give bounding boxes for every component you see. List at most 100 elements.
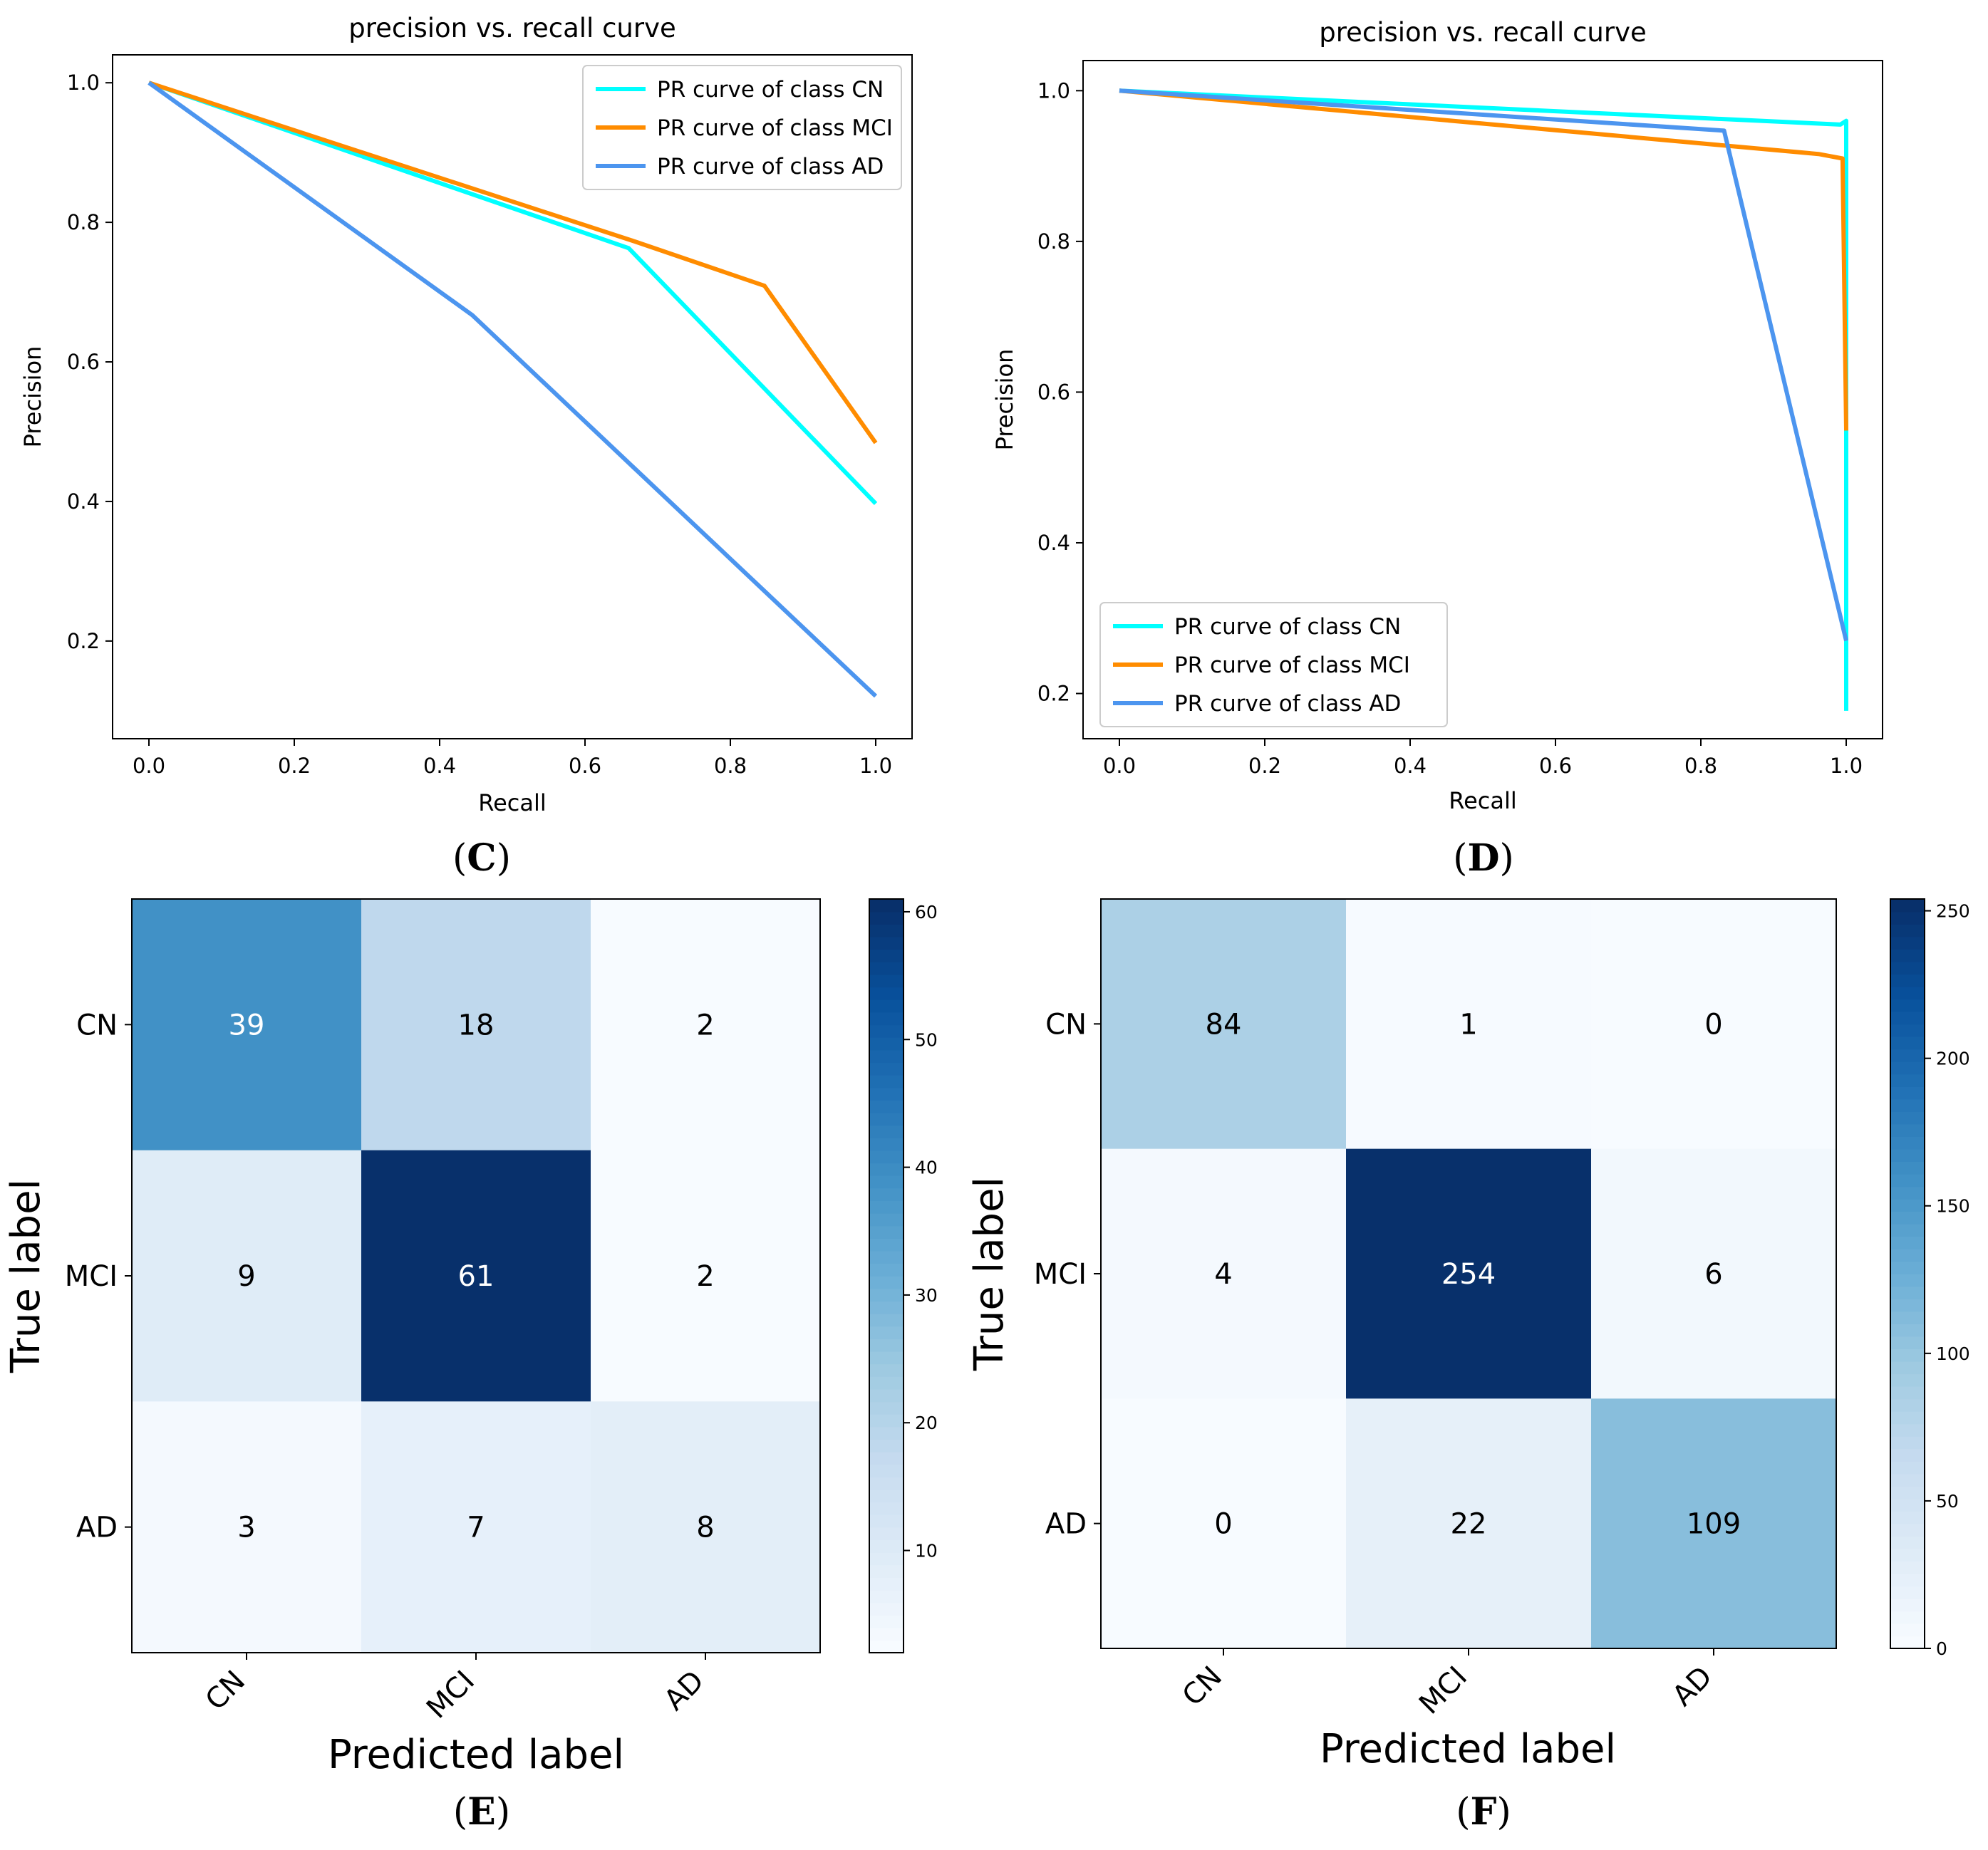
x-axis-label: Recall [1449,787,1516,814]
colorbar-segment [869,1225,904,1239]
chart-title: precision vs. recall curve [348,13,676,43]
matrix-cell [591,1150,821,1402]
colorbar-segment [869,1602,904,1616]
colorbar-tick-label: 10 [915,1541,938,1561]
colorbar-segment [869,1074,904,1088]
x-tick-label: 0.6 [569,754,601,778]
colorbar-segment [869,1577,904,1591]
colorbar-segment [869,1489,904,1503]
matrix-cell [1101,899,1347,1150]
matrix-cell [1591,899,1837,1150]
colorbar-segment [869,1263,904,1277]
cell-value: 9 [237,1260,255,1293]
legend-label: PR curve of class AD [657,154,884,180]
colorbar-segment [869,1100,904,1113]
series-line [148,80,878,445]
colorbar-segment [869,1640,904,1653]
cell-value: 1 [1459,1008,1477,1041]
cell-value: 0 [1214,1508,1232,1541]
colorbar-segment [1890,1598,1925,1612]
colorbar-segment [1890,1286,1925,1299]
colorbar-tick-label: 50 [915,1029,938,1050]
series-line [1119,88,1848,642]
colorbar-segment [1890,1098,1925,1112]
y-tick-label: 0.4 [1037,531,1070,555]
matrix-cell [1346,899,1592,1150]
colorbar-segment [869,1589,904,1604]
matrix-cell [1101,1398,1347,1649]
colorbar-segment [1890,1198,1925,1212]
y-axis-label: Precision [19,346,46,448]
colorbar-segment [869,1188,904,1201]
matrix-cell [1346,1398,1592,1649]
colorbar-segment [869,911,904,925]
colorbar-segment [1890,999,1925,1012]
caption-e: (E) [453,1790,510,1834]
x-axis-label: Predicted label [328,1732,624,1778]
series-line [148,80,878,505]
cell-value: 18 [458,1009,495,1041]
colorbar-segment [1890,1223,1925,1237]
colorbar-segment [869,1049,904,1064]
colorbar-segment [1890,1061,1925,1075]
colorbar-segment [1890,1148,1925,1162]
y-axis-label: True label [966,1177,1013,1371]
row-label: MCI [65,1260,118,1293]
colorbar-segment [869,1426,904,1440]
colorbar-segment [1890,1473,1925,1487]
colorbar-segment [1890,974,1925,987]
colorbar-segment [869,1313,904,1327]
colorbar-segment [869,1514,904,1528]
colorbar-segment [869,1339,904,1352]
colorbar-segment [869,1564,904,1578]
colorbar-segment [1890,1049,1925,1062]
colorbar-segment [869,936,904,950]
colorbar-segment [869,1150,904,1164]
colorbar-segment [1890,1024,1925,1037]
colorbar-segment [1890,924,1925,937]
colorbar-segment [1890,936,1925,950]
row-label: CN [76,1009,118,1041]
colorbar-segment [869,1163,904,1176]
cell-value: 109 [1687,1508,1741,1541]
colorbar-segment [869,1138,904,1151]
x-axis-label: Recall [478,789,546,816]
x-tick-label: 0.2 [1248,754,1281,778]
row-label: CN [1045,1008,1087,1041]
colorbar-segment [1890,911,1925,925]
legend-box [582,65,902,190]
colorbar-segment [869,1376,904,1390]
colorbar-segment [1890,1111,1925,1125]
x-tick-label: 0.4 [423,754,456,778]
colorbar-segment [869,1413,904,1428]
colorbar-segment [869,1112,904,1126]
cell-value: 22 [1451,1508,1487,1541]
matrix-cell [361,899,591,1151]
colorbar-segment [869,1615,904,1628]
matrix-cell [591,1401,821,1653]
colorbar-segment [1890,1398,1925,1412]
y-tick-label: 0.6 [67,350,100,374]
y-tick-label: 0.2 [1037,682,1070,706]
colorbar-segment [1890,1324,1925,1337]
colorbar-segment [869,1175,904,1189]
colorbar-segment [869,1439,904,1453]
y-axis-label: Precision [991,349,1018,451]
colorbar-frame [869,898,904,1653]
colorbar-frame [1890,898,1925,1649]
matrix-cell [591,899,821,1151]
colorbar-segment [869,1024,904,1038]
colorbar-tick-label: 60 [915,902,938,923]
colorbar-segment [1890,1523,1925,1537]
colorbar-segment [1890,1586,1925,1599]
chart-title: precision vs. recall curve [1319,17,1647,48]
colorbar-segment [1890,1548,1925,1562]
caption-c: (C) [452,836,511,880]
legend-label: PR curve of class CN [1174,614,1401,640]
matrix-cell [361,1150,591,1402]
cell-value: 6 [1704,1258,1722,1291]
colorbar-segment [869,1477,904,1490]
colorbar-segment [1890,1123,1925,1137]
